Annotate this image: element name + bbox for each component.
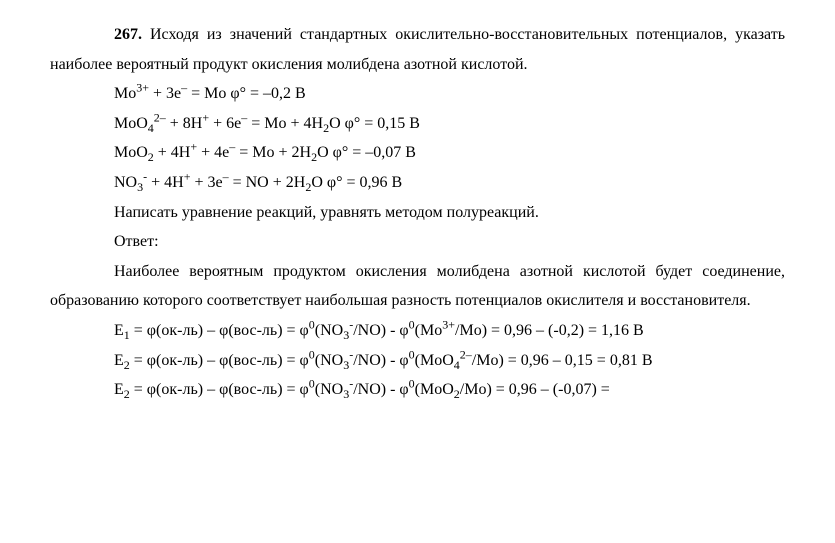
equation-4: NO3- + 4H+ + 3e– = NO + 2H2O φ° = 0,96 В — [50, 168, 785, 198]
problem-number: 267. — [114, 26, 142, 43]
answer-label: Ответ: — [50, 227, 785, 257]
equation-1: Mo3+ + 3e– = Mo φ° = –0,2 В — [50, 79, 785, 109]
problem-statement: 267. Исходя из значений стандартных окис… — [50, 20, 785, 79]
equation-3: MoO2 + 4H+ + 4e– = Mo + 2H2O φ° = –0,07 … — [50, 138, 785, 168]
equation-2: MoO42– + 8H+ + 6e– = Mo + 4H2O φ° = 0,15… — [50, 109, 785, 139]
calc-e1: E1 = φ(ок-ль) – φ(вос-ль) = φ0(NO3-/NO) … — [50, 316, 785, 346]
problem-text: Исходя из значений стандартных окислител… — [50, 26, 785, 73]
calc-e3: E2 = φ(ок-ль) – φ(вос-ль) = φ0(NO3-/NO) … — [50, 375, 785, 405]
task-instruction: Написать уравнение реакций, уравнять мет… — [50, 198, 785, 228]
answer-text: Наиболее вероятным продуктом окисления м… — [50, 257, 785, 316]
calc-e2: E2 = φ(ок-ль) – φ(вос-ль) = φ0(NO3-/NO) … — [50, 346, 785, 376]
